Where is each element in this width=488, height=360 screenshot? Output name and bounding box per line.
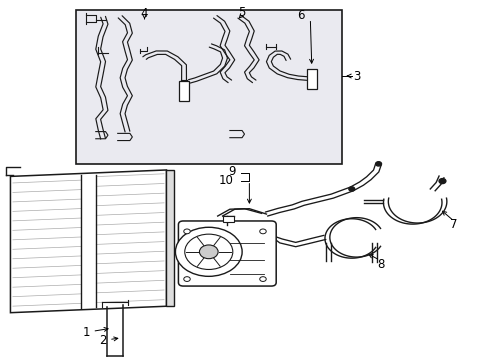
Text: 5: 5 [238, 6, 245, 19]
Bar [306, 69, 316, 89]
Text: 10: 10 [218, 174, 233, 186]
Circle shape [199, 245, 218, 259]
Circle shape [259, 229, 265, 234]
Circle shape [348, 187, 354, 191]
Text: 4: 4 [141, 7, 148, 20]
Circle shape [183, 277, 190, 282]
Circle shape [184, 234, 232, 270]
Circle shape [375, 162, 381, 166]
Circle shape [175, 227, 242, 276]
Text: 8: 8 [377, 258, 384, 271]
Bar [222, 216, 234, 222]
Polygon shape [166, 170, 173, 306]
Circle shape [438, 179, 445, 184]
Bar [178, 81, 189, 101]
Text: 6: 6 [296, 9, 304, 22]
Circle shape [183, 229, 190, 234]
Circle shape [259, 277, 265, 282]
Text: 2: 2 [99, 334, 106, 347]
Text: 9: 9 [228, 165, 236, 177]
Polygon shape [10, 170, 166, 313]
FancyBboxPatch shape [178, 221, 276, 286]
Text: 7: 7 [449, 218, 457, 231]
Text: 3: 3 [352, 69, 360, 82]
Bar [76, 10, 341, 164]
Text: 1: 1 [82, 326, 90, 339]
